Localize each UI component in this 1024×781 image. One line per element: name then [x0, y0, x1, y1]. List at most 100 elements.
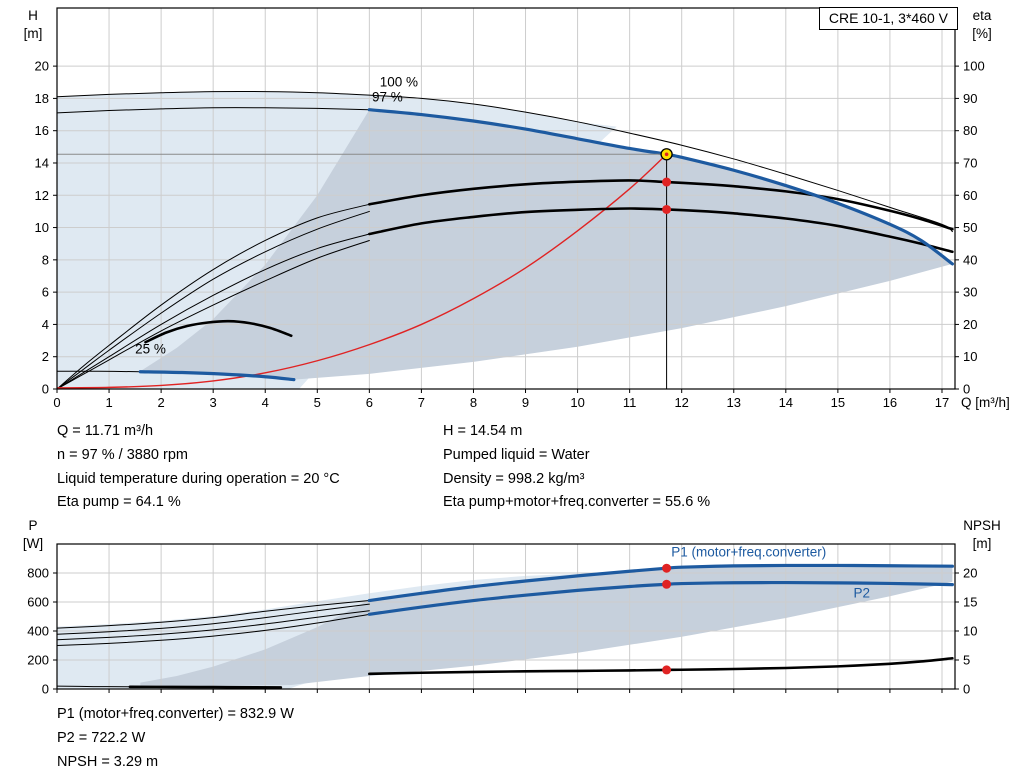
svg-text:60: 60	[963, 188, 977, 203]
head-chart-axes: 0 1 2 3 4 5 6 7 8 9 10 11 12 13 14 15 16 1702468101214161…	[24, 8, 1010, 410]
svg-text:10: 10	[963, 624, 977, 639]
p1-curve-label: P1 (motor+freq.converter)	[671, 544, 826, 559]
svg-text:9: 9	[522, 395, 529, 410]
power-npsh-chart-y-left-axis-label-unit: [W]	[23, 536, 43, 551]
info-eta-total: Eta pump+motor+freq.converter = 55.6 %	[443, 494, 711, 511]
svg-text:70: 70	[963, 155, 977, 170]
head-chart-y-right-axis-label-unit: [%]	[972, 26, 992, 41]
svg-text:12: 12	[35, 188, 49, 203]
x-axis-label: Q [m³/h]	[961, 395, 1010, 410]
info-p2: P2 = 722.2 W	[57, 729, 146, 746]
svg-text:14: 14	[779, 395, 793, 410]
svg-text:12: 12	[674, 395, 688, 410]
eta-total-point-marker	[662, 204, 672, 214]
info-npsh: NPSH = 3.29 m	[57, 753, 159, 770]
info-density: Density = 998.2 kg/m³	[443, 470, 585, 487]
power-npsh-chart-y-right-axis-label: NPSH	[963, 518, 1001, 533]
curve-eta-envelope-a	[57, 203, 370, 389]
svg-text:30: 30	[963, 285, 977, 300]
svg-text:2: 2	[42, 349, 49, 364]
svg-text:0: 0	[53, 395, 60, 410]
svg-text:4: 4	[262, 395, 269, 410]
svg-text:16: 16	[883, 395, 897, 410]
svg-text:6: 6	[42, 285, 49, 300]
svg-text:15: 15	[831, 395, 845, 410]
head-chart-y-left-axis-label-unit: [m]	[24, 26, 43, 41]
curve-p2-envelope-b	[57, 613, 370, 646]
power-npsh-chart-axes: 0 200 400 600 800 0 5 10 15 20 P [W] NPSH [m]	[23, 518, 1001, 697]
info-flow: Q = 11.71 m³/h	[57, 423, 154, 439]
info-liquid-temp: Liquid temperature during operation = 20…	[57, 470, 340, 487]
pump-model-badge: CRE 10-1, 3*460 V	[818, 7, 958, 30]
info-eta-pump: Eta pump = 64.1 %	[57, 494, 181, 511]
head-chart-grid	[57, 8, 955, 389]
svg-text:8: 8	[470, 395, 477, 410]
svg-text:16: 16	[35, 123, 49, 138]
svg-text:4: 4	[42, 317, 49, 332]
speed-100-label: 100 %	[380, 74, 418, 89]
head-chart-frame	[56, 7, 956, 390]
svg-text:13: 13	[727, 395, 741, 410]
head-chart-envelope-operating	[140, 109, 953, 380]
svg-text:3: 3	[210, 395, 217, 410]
svg-text:20: 20	[963, 317, 977, 332]
svg-text:20: 20	[35, 59, 49, 74]
svg-text:14: 14	[35, 155, 49, 170]
curve-npsh	[368, 656, 954, 676]
svg-text:6: 6	[366, 395, 373, 410]
power-npsh-chart-grid	[57, 544, 955, 689]
p2-curve-label: P2	[853, 586, 870, 601]
info-speed: n = 97 % / 3880 rpm	[57, 446, 188, 463]
duty-info-column-right: H = 14.54 m Pumped liquid = Water Densit…	[443, 420, 710, 515]
svg-text:200: 200	[27, 653, 49, 668]
svg-text:1: 1	[105, 395, 112, 410]
svg-text:0: 0	[42, 382, 49, 397]
speed-25-label: 25 %	[135, 341, 166, 356]
svg-text:15: 15	[963, 595, 977, 610]
speed-97-label: 97 %	[372, 90, 403, 105]
power-npsh-chart-envelope-operating	[140, 564, 953, 687]
svg-text:18: 18	[35, 91, 49, 106]
svg-text:0: 0	[963, 382, 970, 397]
curve-h-97	[367, 108, 954, 266]
svg-text:600: 600	[27, 595, 49, 610]
eta-pump-point-marker	[662, 177, 672, 187]
info-p1: P1 (motor+freq.converter) = 832.9 W	[57, 706, 294, 722]
curve-npsh-25	[128, 685, 283, 689]
svg-text:50: 50	[963, 220, 977, 235]
svg-text:10: 10	[35, 220, 49, 235]
curve-eta-envelope-d	[57, 239, 370, 389]
duty-info-column-left: Q = 11.71 m³/h n = 97 % / 3880 rpm Liqui…	[57, 420, 340, 515]
curve-p2-envelope-a	[57, 610, 370, 641]
curve-eta-pump	[368, 179, 954, 231]
svg-text:10: 10	[963, 349, 977, 364]
svg-text:20: 20	[963, 566, 977, 581]
svg-text:5: 5	[963, 653, 970, 668]
power-info-column: P1 (motor+freq.converter) = 832.9 W P2 =…	[57, 703, 294, 774]
p2-point-marker	[662, 579, 672, 589]
svg-text:0: 0	[963, 682, 970, 697]
head-chart-y-right-axis-label: eta	[973, 8, 992, 23]
curve-h-97-lead	[57, 107, 370, 114]
curve-eta-envelope-b	[57, 210, 370, 389]
svg-text:5: 5	[314, 395, 321, 410]
svg-text:400: 400	[27, 624, 49, 639]
svg-text:800: 800	[27, 566, 49, 581]
curve-p1-envelope-b	[57, 603, 370, 635]
svg-text:80: 80	[963, 123, 977, 138]
svg-text:10: 10	[570, 395, 584, 410]
power-npsh-chart-frame	[56, 543, 956, 690]
svg-text:100: 100	[963, 59, 985, 74]
p1-point-marker	[662, 563, 672, 573]
svg-text:2: 2	[157, 395, 164, 410]
power-npsh-chart-y-left-axis-label: P	[28, 518, 37, 533]
curve-eta-total	[368, 207, 954, 254]
svg-text:0: 0	[42, 682, 49, 697]
info-head: H = 14.54 m	[443, 423, 523, 439]
curve-npsh-25-lead	[57, 685, 131, 688]
svg-text:40: 40	[963, 252, 977, 267]
curve-h-100	[57, 90, 953, 233]
curve-eta-25	[144, 319, 293, 344]
